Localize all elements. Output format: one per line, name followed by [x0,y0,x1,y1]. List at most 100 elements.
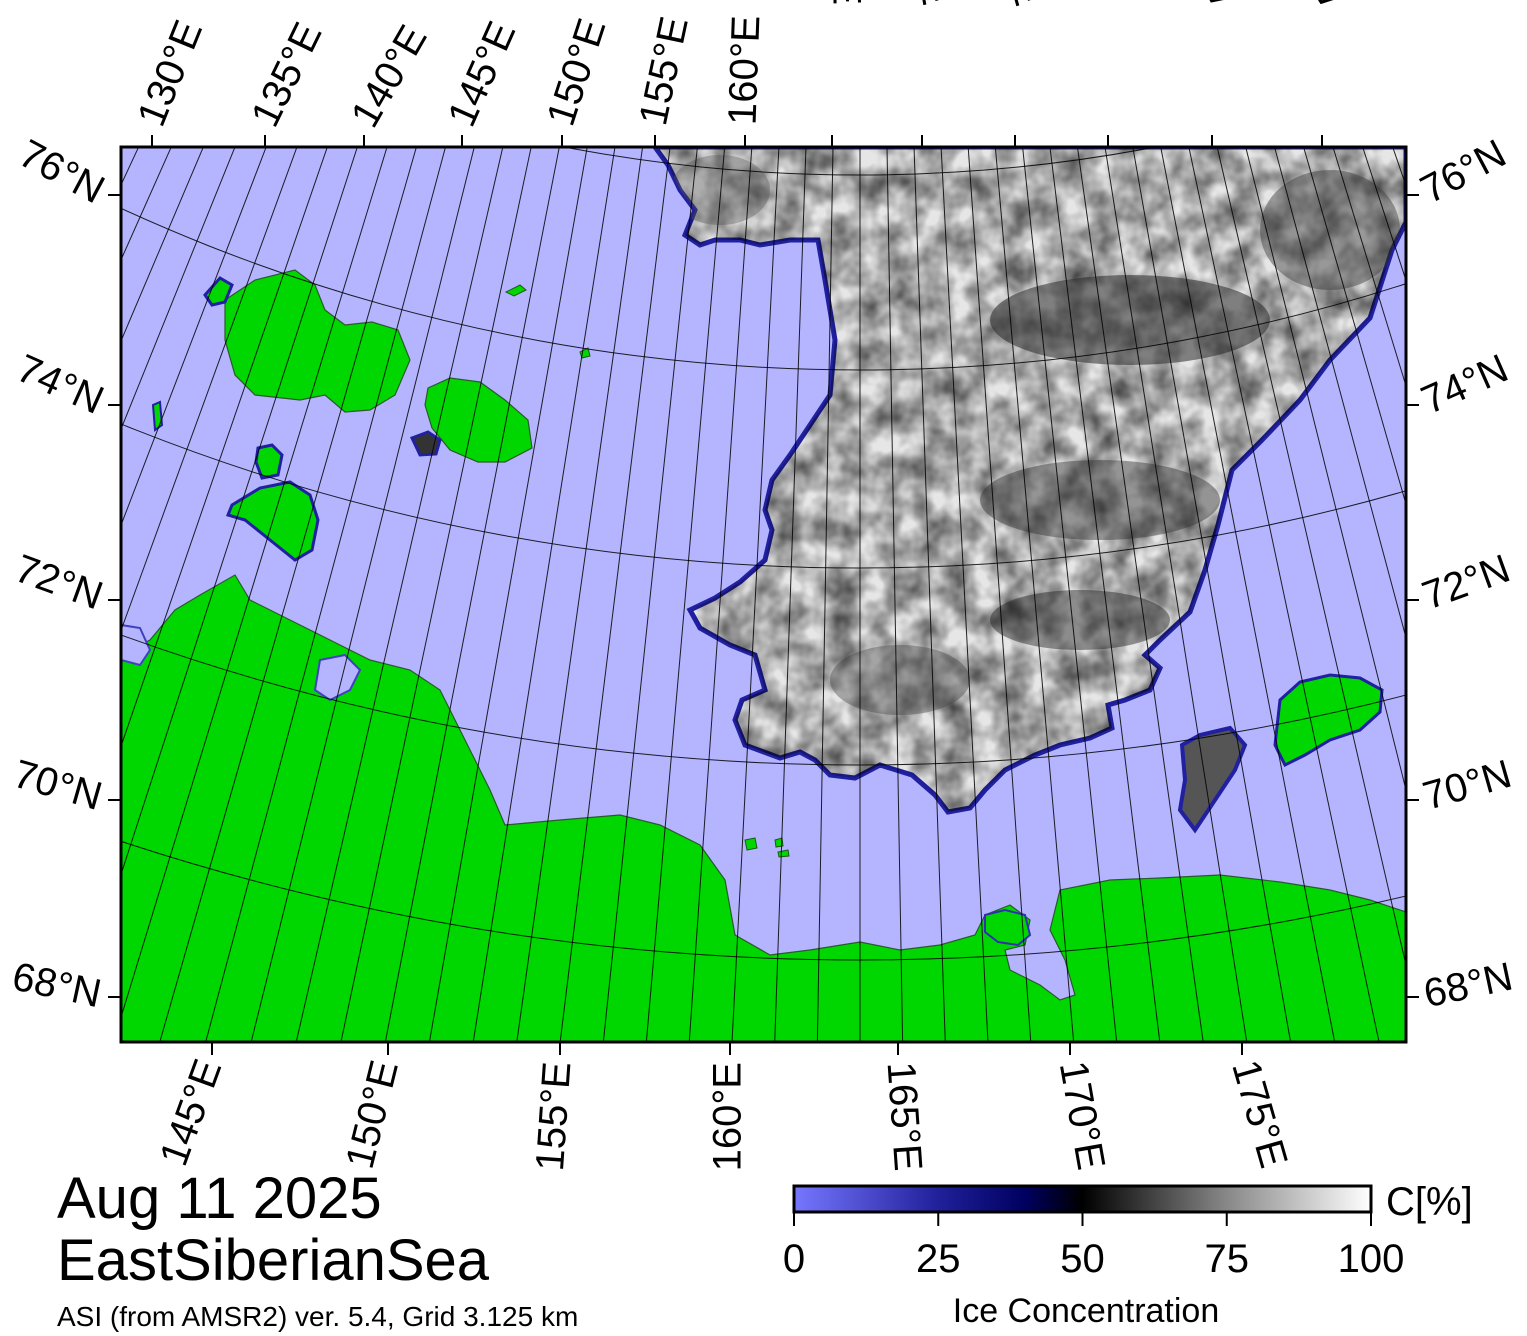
colorbar-unit: C[%] [1386,1180,1473,1224]
meridian-line [774,147,807,1042]
region-name: EastSiberianSea [57,1228,490,1293]
meridian-line [472,147,616,1042]
stolbovoy-island [254,443,284,480]
top-longitude-label: 175°W [1150,0,1246,14]
bottom-longitude-label: 160°E [706,1062,750,1171]
colorbar-gradient [792,1184,1373,1214]
meridian-line [384,147,560,1042]
meridian-line [1245,147,1406,792]
islet-west [151,400,164,432]
left-latitude-label: 74°N [10,346,110,423]
left-latitude-labels: 76°N 74°N 72°N 70°N 68°N [9,131,112,1016]
meridian-line [602,147,698,1042]
right-latitude-label: 76°N [1414,131,1514,212]
colorbar-tick-label: 50 [1060,1237,1105,1281]
top-longitude-label: 170°E [896,0,958,8]
meridian-line [967,147,1032,1042]
belkovsky-island [203,276,234,307]
colorbar-title: Ice Concentration [953,1292,1220,1330]
right-latitude-label: 70°N [1418,752,1516,819]
lagoon [313,653,362,702]
meridian-line [816,147,834,1042]
left-latitude-label: 76°N [12,131,112,212]
meridian-line [688,147,753,1042]
top-longitude-label: 135°E [243,16,331,134]
meridian-line [559,147,671,1042]
medvezhyi-islet-2 [774,837,784,848]
wrangel-island [1273,673,1384,768]
right-latitude-label: 74°N [1415,346,1515,423]
graticule [121,0,1527,1042]
top-longitude-label: 160°E [721,15,769,126]
meridian-line [121,147,267,527]
novaya-sibir-island [424,377,533,463]
meridian-line [940,147,989,1042]
meridian-line [645,147,726,1042]
map-frame [119,145,1408,1044]
right-latitude-labels: 76°N 74°N 72°N 70°N 68°N [1414,131,1517,1016]
top-longitude-label: 150°E [539,13,615,131]
meridian-line [205,147,447,1042]
meridian-line [1216,147,1406,968]
right-latitude-label: 68°N [1420,955,1517,1017]
meridian-line [340,147,532,1042]
meridian-line [1022,147,1118,1042]
meridian-line [1517,0,1527,984]
ice-patch-east [1177,725,1248,834]
bottom-longitude-label: 170°E [1051,1058,1113,1173]
top-longitude-label: 130°E [129,14,211,132]
top-longitude-label: 170°W [1250,0,1354,16]
bottom-longitude-label: 165°E [878,1060,930,1172]
meridian-line [428,147,588,1042]
colorbar: 0 25 50 75 100 C[%] Ice Concentration [783,1180,1473,1330]
meridian-line [1049,147,1161,1042]
colorbar-tick-label: 75 [1205,1237,1250,1281]
data-source: ASI (from AMSR2) ver. 5.4, Grid 3.125 km [57,1301,579,1332]
meridian-line [1104,147,1248,1042]
medvezhyi-islet-1 [744,837,758,851]
top-longitude-label: 145°E [440,15,525,133]
bottom-longitude-label: 145°E [152,1054,231,1172]
meridian-line [121,147,358,877]
top-longitude-label: 140°E [343,18,436,135]
meridian-line [516,147,644,1042]
bottom-longitude-labels: 145°E 150°E 155°E 160°E 165°E 170°E 175°E [152,1054,1296,1174]
siberian-mainland [121,574,1406,1042]
bennett-islet [504,284,527,297]
meridian-line [1160,147,1336,1042]
meridian-line [1303,147,1406,506]
meridian-line [1132,147,1292,1042]
meridian-line [121,147,388,1019]
bottom-longitude-label: 155°E [528,1060,580,1172]
top-longitude-label: 175°E [978,0,1050,10]
meridian-line [913,147,946,1042]
top-longitude-label: 180° [1071,0,1143,12]
meridian-line [1188,147,1380,1042]
left-latitude-label: 70°N [9,752,107,819]
right-latitude-label: 72°N [1417,546,1516,618]
colorbar-tick-label: 100 [1338,1237,1405,1281]
map-date: Aug 11 2025 [57,1166,382,1231]
bottom-longitude-label: 175°E [1223,1055,1295,1172]
left-latitude-label: 68°N [9,955,106,1017]
meridian-line [295,147,504,1042]
bay [121,623,152,667]
henrietta-islet [579,347,591,359]
left-latitude-label: 72°N [9,546,108,618]
meridian-line [994,147,1075,1042]
meridian-line [731,147,780,1042]
bottom-longitude-label: 150°E [338,1056,407,1173]
meridian-line [886,147,904,1042]
colorbar-tick-label: 0 [783,1237,805,1281]
top-longitude-label: 165°E [824,0,868,5]
top-longitude-label: 155°E [631,13,697,129]
meridian-line [121,147,328,748]
meridian-line [1076,147,1204,1042]
colorbar-tick-label: 25 [916,1237,961,1281]
meridian-line [121,147,298,632]
meridian-line [1273,147,1406,640]
meridian-line [250,147,475,1042]
meridian-line [159,147,417,1042]
